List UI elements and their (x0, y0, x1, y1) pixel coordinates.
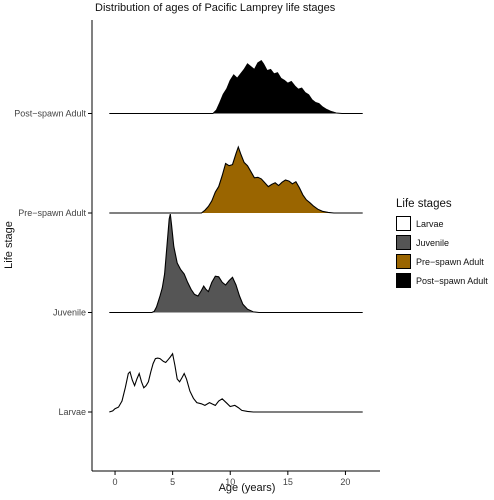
legend-title: Life stages (396, 198, 452, 210)
ridges-layer (109, 59, 363, 413)
y-tick-label: Pre−spawn Adult (18, 208, 86, 218)
ridge-line-2 (109, 145, 363, 214)
legend-swatch-larvae (396, 216, 411, 231)
legend-item-juvenile: Juvenile (396, 233, 488, 252)
legend-label-pre-spawn-adult: Pre−spawn Adult (416, 256, 484, 267)
x-tick-label: 20 (340, 477, 350, 487)
chart-title: Distribution of ages of Pacific Lamprey … (95, 2, 336, 14)
ridge-fill-0 (109, 353, 363, 412)
legend-label-juvenile: Juvenile (416, 237, 450, 248)
legend-swatch-post-spawn-adult (396, 273, 411, 288)
legend-swatch-pre-spawn-adult (396, 254, 411, 269)
x-tick-label: 15 (283, 477, 293, 487)
x-tick-label: 0 (113, 477, 118, 487)
legend-label-larvae: Larvae (416, 218, 444, 229)
ridge-fill-3 (109, 60, 363, 114)
legend-item-pre-spawn-adult: Pre−spawn Adult (396, 252, 488, 271)
x-tick-label: 5 (170, 477, 175, 487)
legend: Life stages Larvae Juvenile Pre−spawn Ad… (396, 198, 488, 290)
ridge-line-1 (109, 213, 363, 314)
y-tick-label: Larvae (58, 407, 86, 417)
legend-item-larvae: Larvae (396, 214, 488, 233)
y-tick-label: Post−spawn Adult (14, 109, 86, 119)
y-ticks: Larvae Juvenile Pre−spawn Adult Post−spawn … (14, 109, 92, 417)
ridge-fill-2 (109, 147, 363, 213)
ridge-line-3 (109, 59, 363, 115)
y-tick-label: Juvenile (53, 308, 86, 318)
x-ticks: 0 5 10 15 20 (113, 471, 350, 487)
x-axis-label: Age (years) (219, 482, 276, 494)
legend-item-post-spawn-adult: Post−spawn Adult (396, 271, 488, 290)
legend-swatch-juvenile (396, 235, 411, 250)
y-axis-label: Life stage (3, 221, 15, 269)
legend-label-post-spawn-adult: Post−spawn Adult (416, 275, 488, 286)
ridge-fill-1 (109, 214, 363, 313)
x-tick-label: 10 (225, 477, 235, 487)
ridge-line-0 (109, 352, 363, 413)
